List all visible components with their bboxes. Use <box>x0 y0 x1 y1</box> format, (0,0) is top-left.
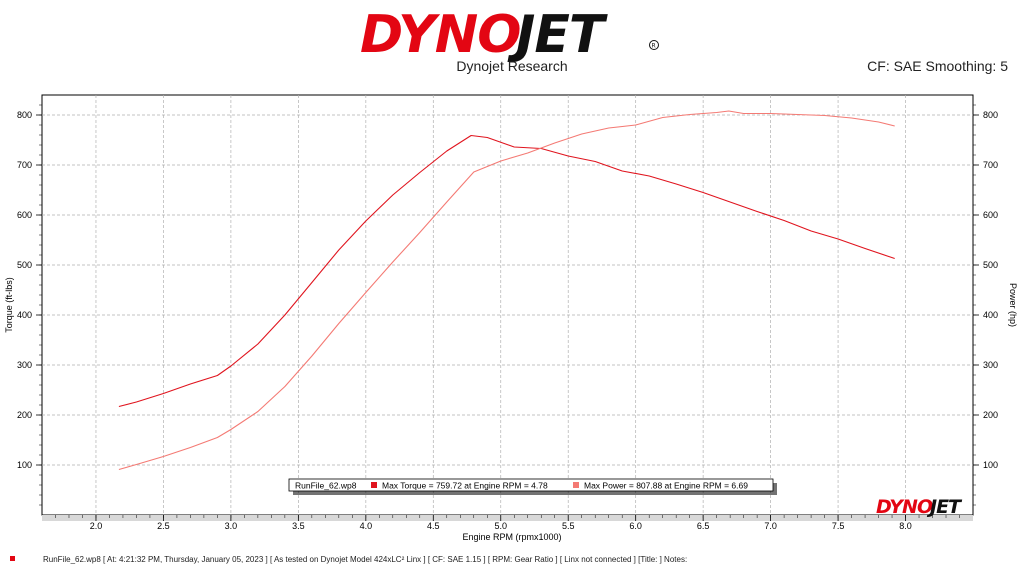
y-tick-label-left: 800 <box>17 110 32 120</box>
y-tick-label-right: 600 <box>983 210 998 220</box>
x-tick-label: 7.0 <box>764 521 777 531</box>
chart-subtitle: Dynojet Research <box>456 58 568 74</box>
dynojet-small-logo: DYNO JET <box>876 496 964 518</box>
y-tick-label-left: 600 <box>17 210 32 220</box>
torque-line <box>118 134 895 408</box>
y-tick-label-right: 400 <box>983 310 998 320</box>
svg-text:R: R <box>652 43 656 50</box>
y-axis-left: 100 200 300 400 500 600 700 800 <box>17 104 42 506</box>
x-tick-label: 5.5 <box>562 521 575 531</box>
power-line <box>118 110 895 471</box>
y-tick-label-left: 300 <box>17 360 32 370</box>
x-axis-band <box>42 515 973 521</box>
y-tick-label-right: 100 <box>983 460 998 470</box>
legend-power: Max Power = 807.88 at Engine RPM = 6.69 <box>584 481 748 491</box>
y-tick-label-left: 100 <box>17 460 32 470</box>
plot-area <box>41 94 974 516</box>
legend-power-swatch <box>573 482 579 488</box>
x-axis: 2.0 2.5 3.0 3.5 4.0 4.5 5.0 5.5 6.0 6.5 7.0 7.5 8.0 <box>55 515 960 531</box>
legend-torque: Max Torque = 759.72 at Engine RPM = 4.78 <box>382 481 548 491</box>
registered-mark <box>649 40 659 50</box>
y-axis-label-left: Torque (ft-lbs) <box>4 277 14 333</box>
legend: RunFile_62.wp8 Max Torque = 759.72 at En… <box>288 478 777 495</box>
grid-lines <box>42 95 973 515</box>
logo-dyno-text: DYNO <box>360 5 521 62</box>
y-tick-label-left: 400 <box>17 310 32 320</box>
y-axis-right: 100 200 300 400 500 600 700 800 <box>973 104 998 506</box>
x-tick-label: 4.5 <box>427 521 440 531</box>
x-tick-label: 3.5 <box>292 521 305 531</box>
x-tick-label: 6.0 <box>629 521 642 531</box>
y-tick-label-right: 800 <box>983 110 998 120</box>
y-tick-label-right: 300 <box>983 360 998 370</box>
x-tick-label: 3.0 <box>225 521 238 531</box>
y-tick-label-right: 500 <box>983 260 998 270</box>
legend-file: RunFile_62.wp8 <box>295 481 357 491</box>
logo-jet-text: JET <box>507 5 608 62</box>
y-tick-label-left: 500 <box>17 260 32 270</box>
run-info-footer: RunFile_62.wp8 [ At: 4:21:32 PM, Thursda… <box>10 555 687 564</box>
x-tick-label: 7.5 <box>832 521 845 531</box>
x-tick-label: 4.0 <box>360 521 373 531</box>
run-marker-icon <box>10 556 15 561</box>
y-axis-label-right: Power (hp) <box>1008 283 1018 327</box>
x-tick-label: 5.0 <box>494 521 507 531</box>
series-lines <box>118 110 895 471</box>
y-tick-label-left: 700 <box>17 160 32 170</box>
x-axis-label: Engine RPM (rpmx1000) <box>462 532 561 542</box>
x-tick-label: 2.0 <box>90 521 103 531</box>
y-tick-label-right: 700 <box>983 160 998 170</box>
legend-torque-swatch <box>371 482 377 488</box>
y-tick-label-right: 200 <box>983 410 998 420</box>
svg-text:JET: JET <box>926 496 963 518</box>
x-tick-label: 8.0 <box>899 521 912 531</box>
correction-factor-info: CF: SAE Smoothing: 5 <box>867 58 1008 74</box>
x-tick-label: 6.5 <box>697 521 710 531</box>
svg-text:DYNO: DYNO <box>876 496 933 518</box>
y-tick-label-left: 200 <box>17 410 32 420</box>
x-tick-label: 2.5 <box>157 521 170 531</box>
dynojet-logo: DYNO JET R <box>360 5 659 62</box>
